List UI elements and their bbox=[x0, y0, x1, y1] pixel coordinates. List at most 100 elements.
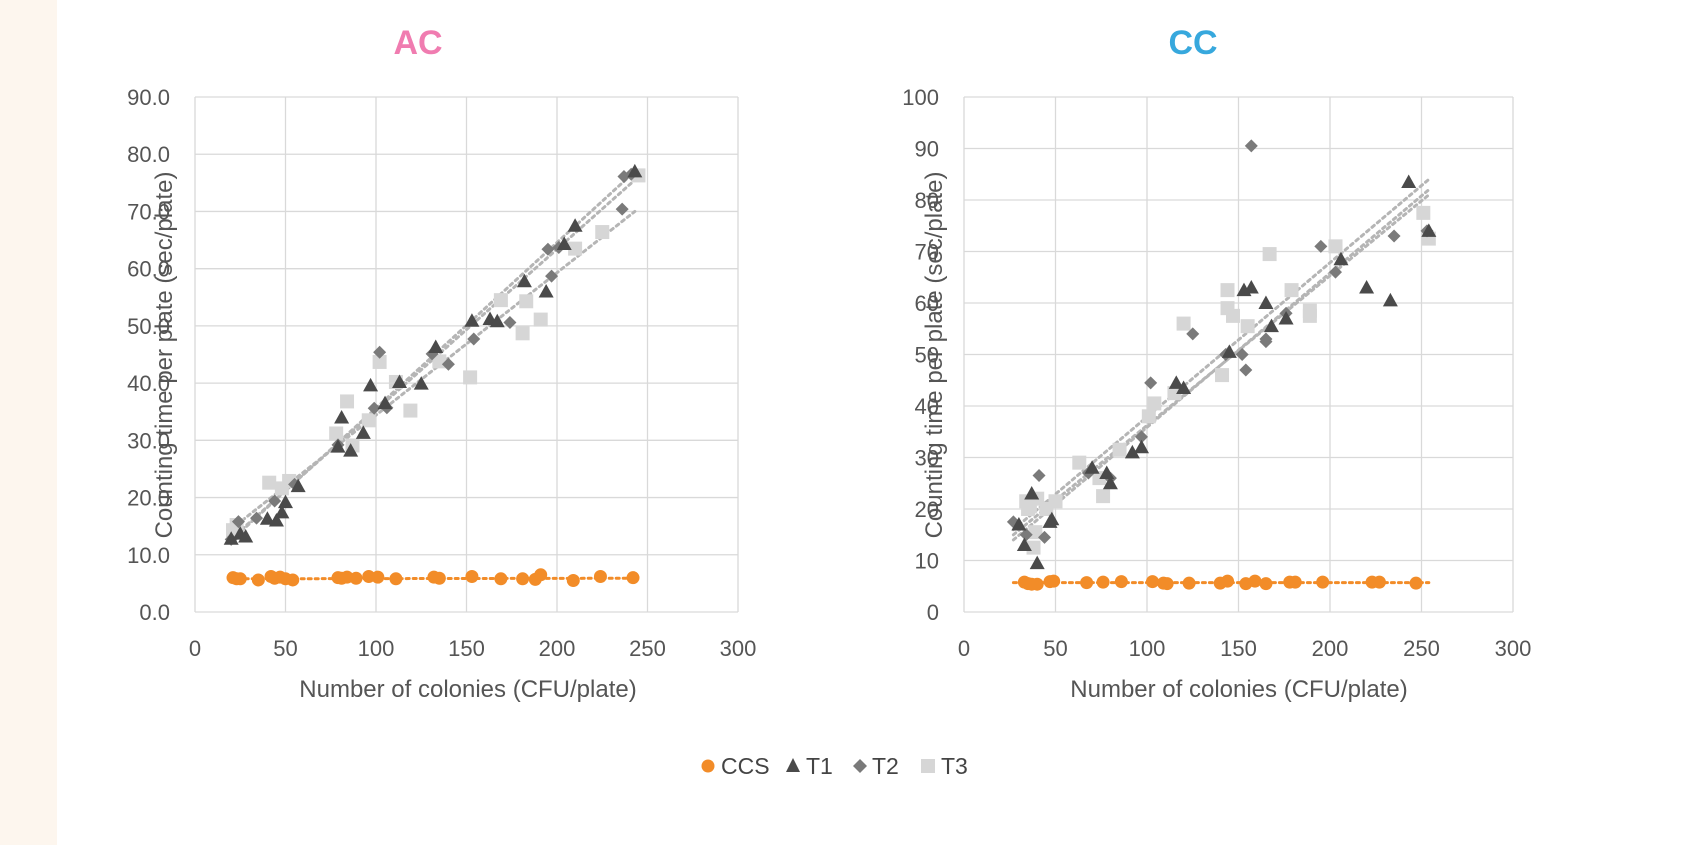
point-ccs-ac bbox=[432, 571, 446, 585]
legend-item-t3: T3 bbox=[921, 753, 968, 779]
point-ccs-cc bbox=[1288, 575, 1302, 589]
y-axis-label-cc: Counting time per plate (sec/plate) bbox=[921, 172, 948, 539]
point-ccs-ac bbox=[516, 572, 530, 586]
y-tick-label-ac: 10.0 bbox=[127, 543, 170, 568]
point-ccs-cc bbox=[1047, 574, 1061, 588]
point-t1-cc bbox=[1102, 475, 1118, 490]
point-ccs-cc bbox=[1248, 574, 1262, 588]
y-tick-label-ac: 60.0 bbox=[127, 257, 170, 282]
point-t3-cc bbox=[1215, 368, 1230, 383]
point-t3-ac bbox=[595, 225, 610, 240]
point-t3-cc bbox=[1028, 525, 1043, 540]
point-ccs-ac bbox=[534, 568, 548, 582]
point-ccs-ac bbox=[593, 570, 607, 584]
y-tick-label-ac: 70.0 bbox=[127, 199, 170, 224]
point-t2-cc bbox=[1186, 327, 1200, 341]
point-t2-cc bbox=[1314, 239, 1328, 253]
point-t3-cc bbox=[1147, 396, 1162, 411]
point-t3-cc bbox=[1048, 494, 1063, 509]
point-ccs-cc bbox=[1259, 577, 1273, 591]
point-t2-cc bbox=[1387, 229, 1401, 243]
x-tick-label-ac: 150 bbox=[448, 636, 485, 661]
legend-label-ccs: CCS bbox=[721, 753, 770, 779]
x-tick-label-cc: 200 bbox=[1312, 636, 1349, 661]
legend-item-t1: T1 bbox=[786, 753, 833, 779]
point-t3-cc bbox=[1026, 540, 1041, 555]
legend-item-ccs: CCS bbox=[701, 753, 770, 779]
point-t3-cc bbox=[1141, 409, 1156, 424]
point-t1-cc bbox=[1024, 486, 1040, 500]
point-t1-cc bbox=[1278, 310, 1294, 325]
chart-ac: AC Number of colonies (CFU/plate) Counti… bbox=[127, 24, 756, 703]
chart-title-ac: AC bbox=[393, 24, 442, 62]
y-tick-label-cc: 40 bbox=[915, 394, 939, 419]
x-tick-label-cc: 50 bbox=[1043, 636, 1067, 661]
point-t1-ac bbox=[355, 425, 371, 439]
point-t3-cc bbox=[1112, 442, 1127, 457]
y-tick-label-ac: 90.0 bbox=[127, 85, 170, 110]
y-tick-label-cc: 50 bbox=[915, 343, 939, 368]
y-tick-label-cc: 10 bbox=[915, 549, 939, 574]
point-t2-ac bbox=[545, 269, 559, 283]
point-t3-cc bbox=[1302, 308, 1317, 323]
point-ccs-ac bbox=[349, 571, 363, 585]
point-t1-ac bbox=[268, 512, 284, 527]
point-t1-cc bbox=[1243, 280, 1259, 294]
x-axis-label-ac: Number of colonies (CFU/plate) bbox=[299, 676, 636, 703]
point-ccs-cc bbox=[1409, 576, 1423, 590]
point-t2-ac bbox=[373, 345, 387, 359]
y-tick-label-ac: 30.0 bbox=[127, 428, 170, 453]
point-t3-cc bbox=[1262, 247, 1277, 262]
point-t1-ac bbox=[377, 395, 393, 410]
point-t1-cc bbox=[1134, 439, 1150, 454]
x-tick-label-ac: 200 bbox=[539, 636, 576, 661]
x-tick-label-cc: 150 bbox=[1220, 636, 1257, 661]
legend-marker-t3 bbox=[921, 759, 935, 773]
point-t1-ac bbox=[238, 528, 254, 543]
point-t1-ac bbox=[363, 377, 379, 392]
legend-label-t1: T1 bbox=[806, 753, 833, 779]
y-tick-label-ac: 50.0 bbox=[127, 314, 170, 339]
point-t1-ac bbox=[259, 511, 275, 525]
x-tick-label-ac: 100 bbox=[358, 636, 395, 661]
point-t1-cc bbox=[1401, 174, 1417, 188]
point-t3-cc bbox=[1328, 239, 1343, 254]
y-tick-label-cc: 30 bbox=[915, 446, 939, 471]
legend-marker-ccs bbox=[701, 759, 715, 773]
point-t3-ac bbox=[493, 293, 508, 308]
point-t3-ac bbox=[262, 475, 277, 490]
x-tick-label-ac: 50 bbox=[273, 636, 297, 661]
point-t2-cc bbox=[1239, 363, 1253, 377]
point-t3-cc bbox=[1284, 283, 1299, 298]
point-t3-ac bbox=[361, 413, 376, 428]
point-t1-ac bbox=[278, 494, 293, 509]
legend-marker-t2 bbox=[853, 759, 867, 773]
y-tick-label-cc: 80 bbox=[915, 188, 939, 213]
point-t2-ac bbox=[615, 202, 629, 216]
figure: AC Number of colonies (CFU/plate) Counti… bbox=[57, 0, 1707, 845]
point-t1-ac bbox=[413, 376, 429, 390]
point-t1-ac bbox=[489, 313, 505, 328]
point-t3-ac bbox=[372, 354, 387, 369]
x-tick-label-ac: 0 bbox=[189, 636, 201, 661]
point-t2-cc bbox=[1259, 335, 1273, 349]
point-t3-cc bbox=[1072, 455, 1087, 470]
point-t3-cc bbox=[1226, 308, 1241, 323]
point-t2-cc bbox=[1019, 528, 1033, 542]
point-t1-cc bbox=[1029, 555, 1045, 570]
point-t1-ac bbox=[290, 478, 306, 493]
point-t2-ac bbox=[541, 242, 555, 256]
point-t1-cc bbox=[1124, 444, 1140, 459]
y-tick-label-cc: 90 bbox=[915, 137, 939, 162]
point-ccs-cc bbox=[1114, 575, 1128, 589]
point-t1-cc bbox=[1084, 460, 1100, 474]
point-t3-ac bbox=[533, 312, 548, 327]
point-t2-cc bbox=[1032, 469, 1046, 483]
point-t1-ac bbox=[627, 163, 643, 178]
point-t2-cc bbox=[1135, 430, 1149, 444]
point-t3-ac bbox=[329, 426, 344, 441]
point-t3-cc bbox=[1220, 283, 1235, 298]
point-ccs-ac bbox=[251, 573, 265, 587]
trendline-t3-ac bbox=[229, 209, 637, 531]
point-t2-ac bbox=[231, 515, 245, 529]
